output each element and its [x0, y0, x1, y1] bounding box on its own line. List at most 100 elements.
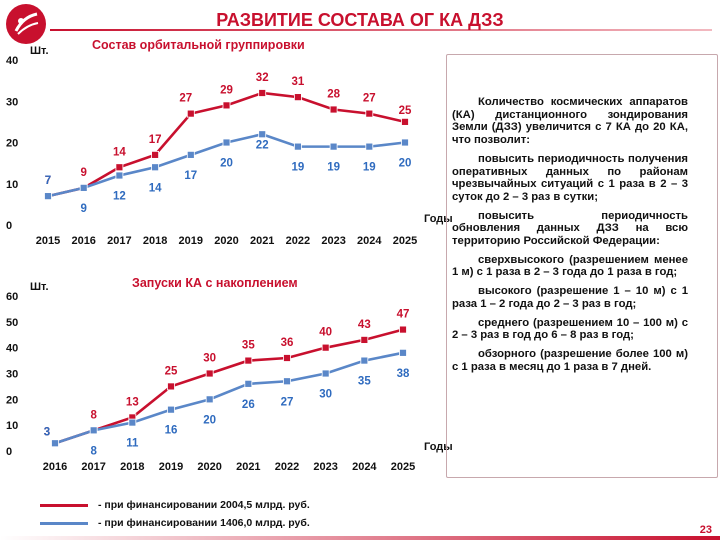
legend-swatch-red: [40, 503, 88, 507]
x-tick-label: 2018: [120, 461, 144, 473]
y-axis-label: Шт.: [30, 45, 49, 57]
data-point: [258, 89, 267, 97]
data-label: 19: [292, 162, 305, 174]
info-paragraph: повысить периодичность обновления данных…: [452, 209, 688, 248]
data-label: 19: [363, 162, 376, 174]
legend-label-red: - при финансировании 2004,5 млрд. руб.: [98, 499, 310, 511]
y-tick-label: 50: [6, 317, 18, 329]
data-label: 8: [90, 409, 97, 421]
series-line: [54, 351, 404, 445]
data-point: [205, 369, 214, 378]
data-point: [401, 138, 409, 147]
data-point: [115, 163, 124, 172]
x-tick-label: 2023: [313, 461, 337, 473]
data-point: [89, 426, 98, 435]
info-panel: [446, 54, 718, 478]
legend-label-blue: - при финансировании 1406,0 млрд. руб.: [98, 517, 310, 529]
data-point: [128, 418, 137, 427]
data-label: 11: [126, 438, 139, 450]
y-tick-label: 20: [6, 394, 18, 406]
data-label: 36: [281, 337, 294, 349]
data-label: 9: [80, 203, 86, 215]
y-axis-label: Шт.: [30, 281, 49, 293]
y-tick-label: 0: [6, 220, 12, 232]
data-point: [329, 142, 338, 151]
data-point: [293, 93, 302, 102]
x-tick-label: 2016: [43, 461, 67, 473]
data-point: [283, 377, 291, 386]
x-axis-label: Годы: [424, 441, 453, 453]
data-label: 20: [399, 158, 412, 170]
chart-title-orbital: Состав орбитальной группировки: [92, 38, 305, 52]
data-label: 26: [242, 399, 255, 411]
chart-title-launches: Запуски КА с накоплением: [132, 276, 298, 290]
data-point: [258, 130, 267, 139]
page-title: РАЗВИТИЕ СОСТАВА ОГ КА ДЗЗ: [216, 10, 504, 30]
data-point: [365, 142, 374, 151]
data-label: 3: [44, 426, 50, 438]
data-label: 16: [165, 425, 178, 437]
x-tick-label: 2022: [286, 235, 310, 247]
header: РАЗВИТИЕ СОСТАВА ОГ КА ДЗЗ: [0, 0, 720, 44]
data-point: [365, 109, 374, 118]
data-label: 8: [90, 445, 97, 457]
data-point: [167, 382, 175, 391]
data-label: 32: [256, 72, 269, 84]
data-point: [167, 405, 175, 414]
data-point: [321, 369, 330, 378]
x-tick-label: 2024: [352, 461, 377, 473]
data-label: 19: [327, 162, 340, 174]
data-point: [360, 336, 369, 344]
data-point: [399, 325, 407, 334]
x-axis-label: Годы: [424, 213, 453, 225]
data-label: 38: [397, 368, 410, 380]
data-point: [44, 192, 52, 201]
data-point: [151, 150, 160, 159]
y-tick-label: 0: [6, 446, 12, 458]
data-label: 29: [220, 84, 233, 96]
data-point: [151, 163, 160, 172]
data-point: [186, 109, 195, 118]
x-tick-label: 2021: [236, 461, 260, 473]
header-divider: [50, 29, 712, 31]
x-tick-label: 2020: [197, 461, 221, 473]
x-tick-label: 2017: [107, 235, 131, 247]
data-label: 35: [358, 376, 371, 388]
data-label: 47: [397, 309, 410, 321]
legend-item-blue: - при финансировании 1406,0 млрд. руб.: [40, 514, 310, 532]
info-paragraph: повысить периодичность получения операти…: [452, 152, 688, 203]
data-label: 22: [256, 139, 269, 151]
y-tick-label: 10: [6, 420, 18, 432]
footer-divider: [0, 536, 720, 540]
data-label: 31: [292, 76, 305, 88]
x-tick-label: 2021: [250, 235, 274, 247]
data-point: [329, 105, 338, 114]
y-tick-label: 60: [6, 291, 18, 303]
series-line: [54, 328, 404, 445]
data-label: 30: [203, 353, 216, 365]
logo-icon: [6, 4, 46, 44]
data-label: 9: [80, 167, 86, 179]
x-tick-label: 2022: [275, 461, 299, 473]
data-label: 25: [165, 365, 178, 377]
info-paragraph: высокого (разрешение 1 – 10 м) с 1 раза …: [452, 285, 688, 310]
y-tick-label: 10: [6, 179, 18, 191]
data-point: [293, 142, 302, 151]
data-point: [399, 348, 407, 357]
x-tick-label: 2023: [321, 235, 345, 247]
data-point: [321, 343, 330, 352]
data-point: [79, 183, 88, 192]
info-paragraph: среднего (разрешением 10 – 100 м) с 2 – …: [452, 316, 688, 342]
y-tick-label: 30: [6, 369, 18, 381]
data-point: [205, 395, 214, 404]
data-label: 35: [242, 340, 255, 352]
data-label: 27: [281, 396, 294, 408]
x-tick-label: 2020: [214, 235, 238, 247]
x-tick-label: 2019: [179, 235, 203, 247]
data-label: 43: [358, 319, 371, 331]
x-tick-label: 2016: [71, 235, 95, 247]
data-label: 27: [179, 93, 192, 105]
x-tick-label: 2015: [36, 235, 60, 247]
data-point: [360, 356, 369, 365]
x-tick-label: 2024: [357, 235, 382, 247]
